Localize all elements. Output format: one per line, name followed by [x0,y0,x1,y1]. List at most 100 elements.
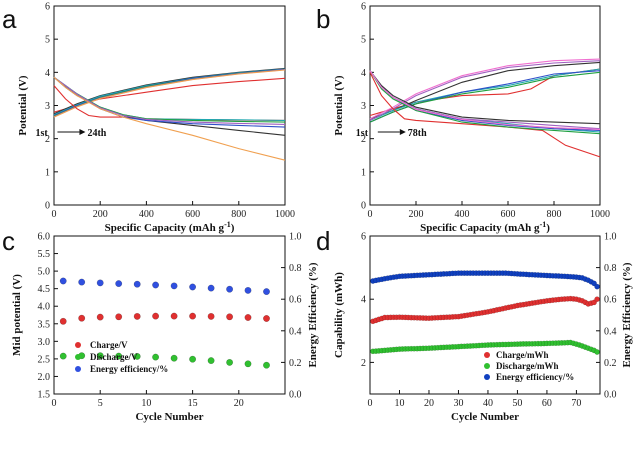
c-x-tick-label: 0 [52,398,57,409]
c-data-point [226,313,234,321]
b-x-tick-label: 200 [409,209,424,220]
d-y-axis-label: Capability (mWh) [333,272,345,358]
d-data-point [594,296,600,303]
c-legend-label: Energy efficiency/% [90,364,168,374]
d-x-axis-label: Cycle Number [451,411,519,423]
c-data-point [133,312,141,320]
d-legend-label: Discharge/mWh [496,361,559,371]
b-charge-curve [369,58,601,120]
b-x-tick-label: 800 [547,209,562,220]
b-y-tick-label: 2 [361,134,366,145]
a-y-tick-label: 3 [45,101,50,112]
d-x-tick-label: 20 [424,398,434,409]
c-data-point [263,288,270,296]
c-y2-tick-label: 0.2 [289,358,302,369]
d-x-tick-label: 50 [512,398,522,409]
a-annotation-start: 1st [35,128,48,139]
c-y2-tick-label: 0.8 [289,263,302,274]
d-x-tick-label: 10 [394,398,404,409]
d-y-tick-label: 4 [361,295,366,306]
c-data-point [244,314,252,321]
a-x-tick-label: 800 [231,209,246,220]
c-data-point [170,354,178,362]
b-y-tick-label: 0 [361,201,366,212]
b-y-tick-label: 4 [361,68,366,79]
b-discharge-curve [369,70,601,135]
d-y2-tick-label: 0.6 [604,295,617,306]
c-y-tick-label: 5.5 [38,249,51,260]
b-annotation-start: 1st [356,128,369,139]
c-data-point [207,357,215,365]
c-data-point [226,358,234,366]
c-plot-frame [53,235,286,395]
a-y-tick-label: 0 [45,201,50,212]
d-y2-tick-label: 1.0 [604,232,617,243]
c-data-point [263,361,270,369]
c-data-point [226,285,234,293]
b-panel-label: b [316,4,330,34]
c-data-point [59,317,67,325]
b-charge-curve [369,70,601,123]
d-y2-tick-label: 0.8 [604,263,617,274]
c-y-tick-label: 3.0 [38,337,51,348]
a-y-tick-label: 2 [45,134,50,145]
d-y2-tick-label: 0.4 [604,326,617,337]
d-legend-label: Charge/mWh [496,350,549,360]
b-discharge-curve [369,70,601,130]
a-charge-curve [53,68,286,116]
a-x-axis-label-sup: -1 [224,220,231,229]
b-y-axis-label: Potential (V) [333,75,345,136]
d-data-point [594,349,600,355]
d-panel-label: d [316,226,330,256]
b-discharge-curve [369,72,601,158]
c-data-point [189,283,197,291]
b-discharge-curve [369,70,601,130]
d-y-tick-label: 2 [361,358,366,369]
a-charge-curve [53,69,286,118]
c-x-tick-label: 5 [98,398,103,409]
a-y-tick-label: 6 [45,2,50,13]
c-legend-label: Charge/V [90,340,128,350]
c-data-point [96,279,104,287]
c-y-tick-label: 4.0 [38,302,51,313]
c-data-point [170,312,178,320]
c-data-point [115,352,123,360]
c-data-point [152,312,160,320]
d-x-tick-label: 60 [542,398,552,409]
d-y-tick-label: 6 [361,232,366,243]
a-discharge-curve [53,76,286,161]
b-x-axis-label: Specific Capacity (mAh g-1) [420,220,550,234]
a-charge-curve [53,69,286,118]
a-x-tick-label: 200 [93,209,108,220]
b-y-tick-label: 1 [361,167,366,178]
c-data-point [96,313,104,321]
c-legend-marker [75,342,81,348]
c-data-point [244,286,252,294]
c-panel-label: c [2,226,15,256]
c-data-point [207,284,215,292]
c-x-tick-label: 20 [234,398,244,409]
c-legend-marker [75,366,81,372]
d-y2-tick-label: 0.2 [604,358,617,369]
a-panel-label: a [2,4,17,34]
b-x-tick-label: 600 [501,209,516,220]
c-y2-axis-label: Energy Efficiency (%) [307,262,319,367]
c-data-point [152,281,160,289]
b-annotation-end: 78th [408,128,427,139]
b-x-tick-label: 1000 [590,209,610,220]
b-y-tick-label: 5 [361,35,366,46]
c-data-point [133,280,141,288]
d-x-tick-label: 0 [368,398,373,409]
c-x-tick-label: 10 [141,398,151,409]
a-charge-curve [53,68,286,117]
c-legend-marker [75,354,81,360]
c-y-tick-label: 4.5 [38,284,51,295]
b-x-axis-label-sup: -1 [540,220,547,229]
c-data-point [263,315,270,322]
b-annotation-arrowhead [399,129,406,136]
c-data-point [152,353,160,361]
a-discharge-curve [53,76,286,125]
c-y2-tick-label: 0.4 [289,326,302,337]
a-x-tick-label: 0 [52,209,57,220]
